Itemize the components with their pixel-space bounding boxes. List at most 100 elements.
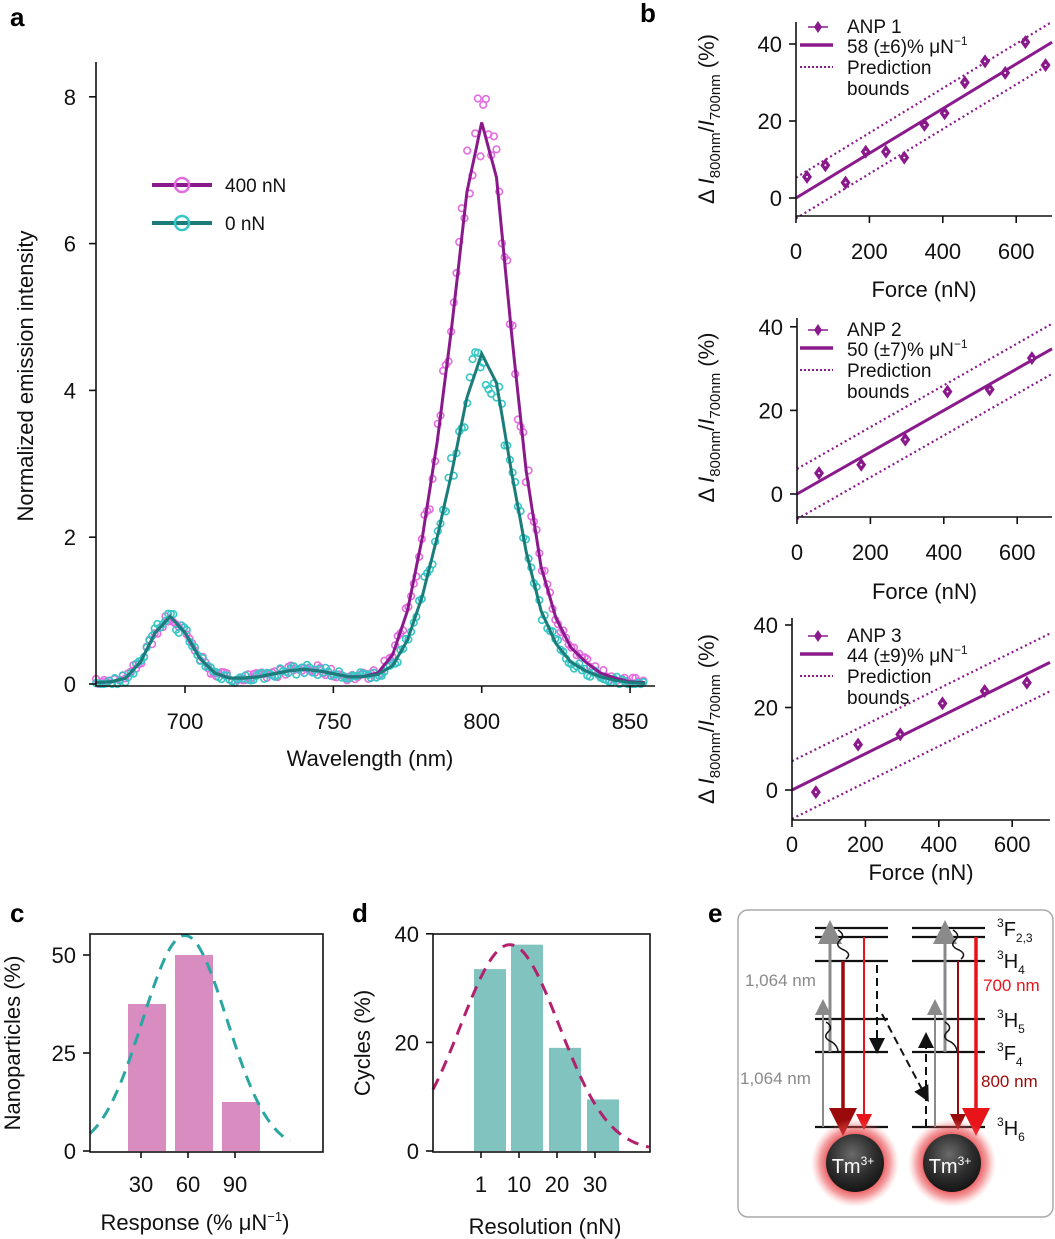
panel-a-axes	[95, 62, 655, 687]
panel-d-xlabel: Resolution (nN)	[469, 1214, 622, 1239]
level-sub: 2,3	[1016, 931, 1033, 945]
energy-level-label: 3H4	[997, 948, 1025, 977]
x-tick-label: 10	[507, 1172, 531, 1197]
energy-level-label: 3H6	[997, 1115, 1025, 1144]
level-term: F	[1004, 919, 1016, 941]
emission-label-700nm: 700 nm	[983, 976, 1040, 995]
nonradiative-wavy-arrow	[952, 929, 965, 960]
data-point	[561, 633, 571, 643]
prediction-bound-lower	[796, 372, 1053, 521]
data-point-center	[946, 390, 949, 393]
y-tick-label: 0	[766, 778, 778, 803]
cross-relaxation-arrow	[881, 1013, 929, 1103]
data-point-center	[1024, 41, 1027, 44]
x-axis-label: Force (nN)	[868, 860, 973, 885]
data-point	[567, 643, 576, 652]
y-tick-label: 40	[754, 613, 778, 638]
y-tick-label: 4	[64, 378, 76, 403]
bar-20	[549, 1047, 581, 1151]
x-tick-label: 200	[851, 239, 888, 264]
ylabel-i: I	[694, 720, 719, 726]
panel-label-b: b	[640, 0, 656, 28]
x-tick-label: 0	[790, 239, 802, 264]
data-point	[97, 679, 106, 689]
legend-400nN-label: 400 nN	[225, 176, 286, 197]
ylabel-sub: 800nm	[707, 132, 724, 178]
legend-bounds-label: bounds	[847, 382, 909, 403]
data-point	[174, 628, 183, 638]
fit-sup: −1	[954, 337, 968, 351]
x-tick-label: 0	[791, 540, 803, 565]
ylabel-i: I	[694, 120, 719, 126]
data-point-center	[941, 702, 944, 705]
y-tick-label: 25	[52, 1041, 76, 1066]
ylabel-delta: Δ	[694, 483, 719, 503]
ylabel-sub: 700nm	[707, 674, 724, 720]
legend-bounds-label: Prediction	[847, 361, 932, 382]
data-point-center	[818, 472, 821, 475]
data-point-center	[899, 733, 902, 736]
linear-fit-line	[796, 347, 1053, 496]
panel-c-xlabel: Response (% μN−1)	[101, 1209, 290, 1235]
panel-label-d: d	[352, 898, 368, 928]
nonradiative-wavy-arrow	[825, 1021, 839, 1053]
x-tick-label: 400	[924, 239, 961, 264]
data-point	[169, 609, 178, 619]
level-sup: 3	[997, 1007, 1004, 1021]
data-point-center	[844, 181, 847, 184]
data-point-center	[988, 388, 991, 391]
x-tick-label: 600	[999, 540, 1036, 565]
level-sup: 3	[997, 916, 1004, 930]
legend-0nN-marker	[173, 214, 191, 232]
legend-fit-label: 50 (±7)% μN−1	[847, 337, 968, 361]
y-tick-label: 0	[770, 186, 782, 211]
panel-label-c: c	[10, 898, 24, 928]
bar-30	[587, 1099, 619, 1151]
x-tick-label: 600	[994, 832, 1031, 857]
legend-label: ANP 1	[847, 17, 902, 38]
ylabel-sub: 700nm	[707, 373, 724, 419]
data-point-center	[1044, 64, 1047, 67]
legend-bounds-label: Prediction	[847, 58, 932, 79]
legend-bounds-label: bounds	[847, 688, 909, 709]
linear-fit-line	[791, 661, 1051, 792]
gaussian-fit-curve	[431, 943, 650, 1149]
x-tick-label: 850	[612, 709, 649, 734]
level-term: F	[1004, 1043, 1016, 1065]
data-point-center	[857, 743, 860, 746]
bar-30	[128, 1004, 166, 1151]
data-point	[487, 389, 496, 399]
fit-sup: −1	[954, 643, 968, 657]
x-tick-label: 90	[223, 1172, 247, 1197]
level-term: H	[1004, 951, 1018, 973]
x-tick-label: 20	[545, 1172, 569, 1197]
prediction-bound-lower	[795, 61, 1053, 220]
x-tick-label: 700	[167, 709, 204, 734]
level-sup: 3	[997, 1115, 1004, 1129]
data-point-center	[983, 690, 986, 692]
data-point	[476, 152, 485, 161]
emission-label-800nm: 800 nm	[981, 1072, 1038, 1091]
svg-text:Tm3+: Tm3+	[929, 1154, 972, 1178]
panel-label-e: e	[708, 898, 722, 928]
energy-level-label: 3F4	[997, 1040, 1023, 1069]
y-axis-label: Δ I800nm/I700nm (%)	[694, 34, 724, 204]
legend-0nN-label: 0 nN	[225, 214, 265, 235]
tm-ion-right: Tm3+	[908, 1119, 996, 1207]
legend-bounds-label: bounds	[847, 79, 909, 100]
level-sub: 4	[1018, 963, 1025, 977]
data-point	[463, 146, 472, 155]
level-term: H	[1004, 1010, 1018, 1032]
y-tick-label: 20	[395, 1030, 419, 1055]
data-point	[481, 94, 491, 104]
excitation-label-lower: 1,064 nm	[740, 1069, 811, 1088]
gaussian-fit-curve	[88, 933, 291, 1143]
level-sub: 4	[1016, 1055, 1023, 1069]
panel-a-spectrum: 700 750 800 850 0 2 4 6 8 Wavelength (nm) Normal…	[13, 62, 655, 771]
tm-ion-left: Tm3+	[811, 1119, 899, 1207]
data-point	[489, 132, 499, 141]
